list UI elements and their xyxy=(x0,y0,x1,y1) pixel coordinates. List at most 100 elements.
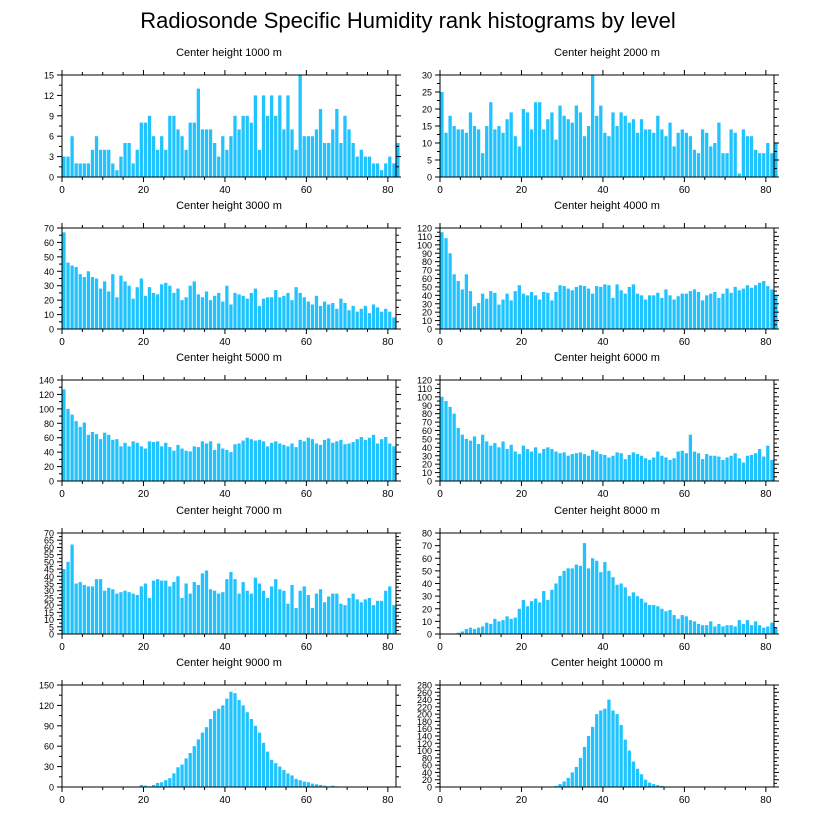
x-tick-label: 40 xyxy=(219,337,231,348)
histogram-bar xyxy=(359,602,363,634)
histogram-bar xyxy=(493,443,497,482)
histogram-bar xyxy=(513,136,517,177)
histogram-bar xyxy=(586,455,591,481)
histogram-bar xyxy=(570,122,574,177)
histogram-bar xyxy=(509,112,513,177)
histogram-bar xyxy=(62,389,66,481)
histogram-bar xyxy=(147,115,152,177)
histogram-bar xyxy=(570,290,574,329)
histogram-bar xyxy=(164,442,168,481)
histogram-bar xyxy=(615,714,619,787)
histogram-bar xyxy=(233,115,237,177)
histogram-bar xyxy=(656,115,660,177)
histogram-bar xyxy=(180,136,184,177)
y-tick-label: 100 xyxy=(417,392,432,402)
histogram-bar xyxy=(302,586,306,634)
histogram-bar xyxy=(78,582,82,634)
histogram-bar xyxy=(127,446,131,481)
histogram-bar xyxy=(745,285,750,329)
histogram-bar xyxy=(388,311,392,329)
histogram-bar xyxy=(599,572,603,634)
histogram-bar xyxy=(631,592,636,634)
histogram-bar xyxy=(384,590,388,634)
y-tick-label: 260 xyxy=(417,688,432,698)
y-tick-label: 60 xyxy=(44,742,54,752)
histogram-bar xyxy=(176,767,180,787)
histogram-bar xyxy=(660,129,664,177)
histogram-bar xyxy=(574,286,578,329)
histogram-bar xyxy=(562,286,566,329)
histogram-bar xyxy=(705,132,709,177)
histogram-bar xyxy=(200,297,205,329)
histogram-bar xyxy=(310,304,315,329)
histogram-bar xyxy=(164,149,168,177)
histogram-bar xyxy=(542,129,546,177)
y-tick-label: 40 xyxy=(44,267,54,277)
histogram-bar xyxy=(688,291,693,330)
y-tick-label: 140 xyxy=(417,732,432,742)
histogram-bar xyxy=(758,153,762,177)
histogram-bar xyxy=(213,295,217,329)
y-tick-label: 120 xyxy=(417,224,432,234)
histogram-bar xyxy=(168,586,172,634)
histogram-bar xyxy=(656,292,660,329)
histogram-bar xyxy=(554,451,558,481)
histogram-bar xyxy=(680,293,684,329)
histogram-bar xyxy=(331,303,335,329)
x-tick-label: 60 xyxy=(679,185,691,196)
histogram-bar xyxy=(546,599,550,634)
histogram-bar xyxy=(237,129,241,177)
y-tick-label: 40 xyxy=(422,579,432,589)
histogram-bar xyxy=(586,126,591,177)
histogram-bar xyxy=(758,625,762,634)
histogram-bar xyxy=(322,301,327,329)
x-tick-label: 40 xyxy=(597,489,609,500)
histogram-bar xyxy=(570,454,574,481)
histogram-bar xyxy=(705,625,709,634)
y-tick-label: 90 xyxy=(422,249,432,259)
histogram-bar xyxy=(204,727,209,787)
panel-title: Center height 1000 m xyxy=(176,47,282,59)
histogram-bar xyxy=(582,543,587,634)
histogram-bar xyxy=(525,295,530,329)
histogram-bar xyxy=(668,295,672,329)
x-tick-label: 20 xyxy=(138,185,150,196)
y-tick-label: 10 xyxy=(44,615,54,625)
y-tick-label: 70 xyxy=(44,224,54,234)
histogram-bar xyxy=(107,149,111,177)
y-tick-label: 30 xyxy=(422,299,432,309)
y-tick-label: 0 xyxy=(49,630,54,640)
histogram-bar xyxy=(188,122,192,177)
histogram-bar xyxy=(766,286,770,329)
histogram-bar xyxy=(676,296,680,329)
histogram-bar xyxy=(456,129,460,177)
histogram-bar xyxy=(729,129,733,177)
histogram-bar xyxy=(241,582,245,634)
y-tick-label: 90 xyxy=(422,401,432,411)
histogram-bar xyxy=(648,295,652,329)
histogram-bar xyxy=(225,149,229,177)
histogram-bar xyxy=(131,163,135,177)
histogram-bar xyxy=(347,597,351,634)
histogram-bar xyxy=(538,102,542,177)
histogram-bar xyxy=(363,156,367,177)
histogram-bar xyxy=(533,598,538,634)
histogram-bar xyxy=(306,136,310,177)
histogram-bar xyxy=(737,173,741,177)
y-tick-label: 5 xyxy=(427,156,432,166)
histogram-bar xyxy=(208,441,213,481)
histogram-bar xyxy=(351,305,355,329)
histogram-bar xyxy=(160,782,164,787)
histogram-bar xyxy=(497,447,501,481)
histogram-bar xyxy=(188,285,192,329)
histogram-bar xyxy=(762,627,766,634)
histogram-bar xyxy=(505,119,509,177)
histogram-bar xyxy=(343,605,347,634)
histogram-bar xyxy=(692,149,697,177)
histogram-bar xyxy=(521,599,526,634)
y-tick-label: 240 xyxy=(417,695,432,705)
histogram-bar xyxy=(327,438,331,481)
histogram-bar xyxy=(151,292,156,329)
histogram-bar xyxy=(566,568,570,634)
histogram-bar xyxy=(98,439,103,481)
